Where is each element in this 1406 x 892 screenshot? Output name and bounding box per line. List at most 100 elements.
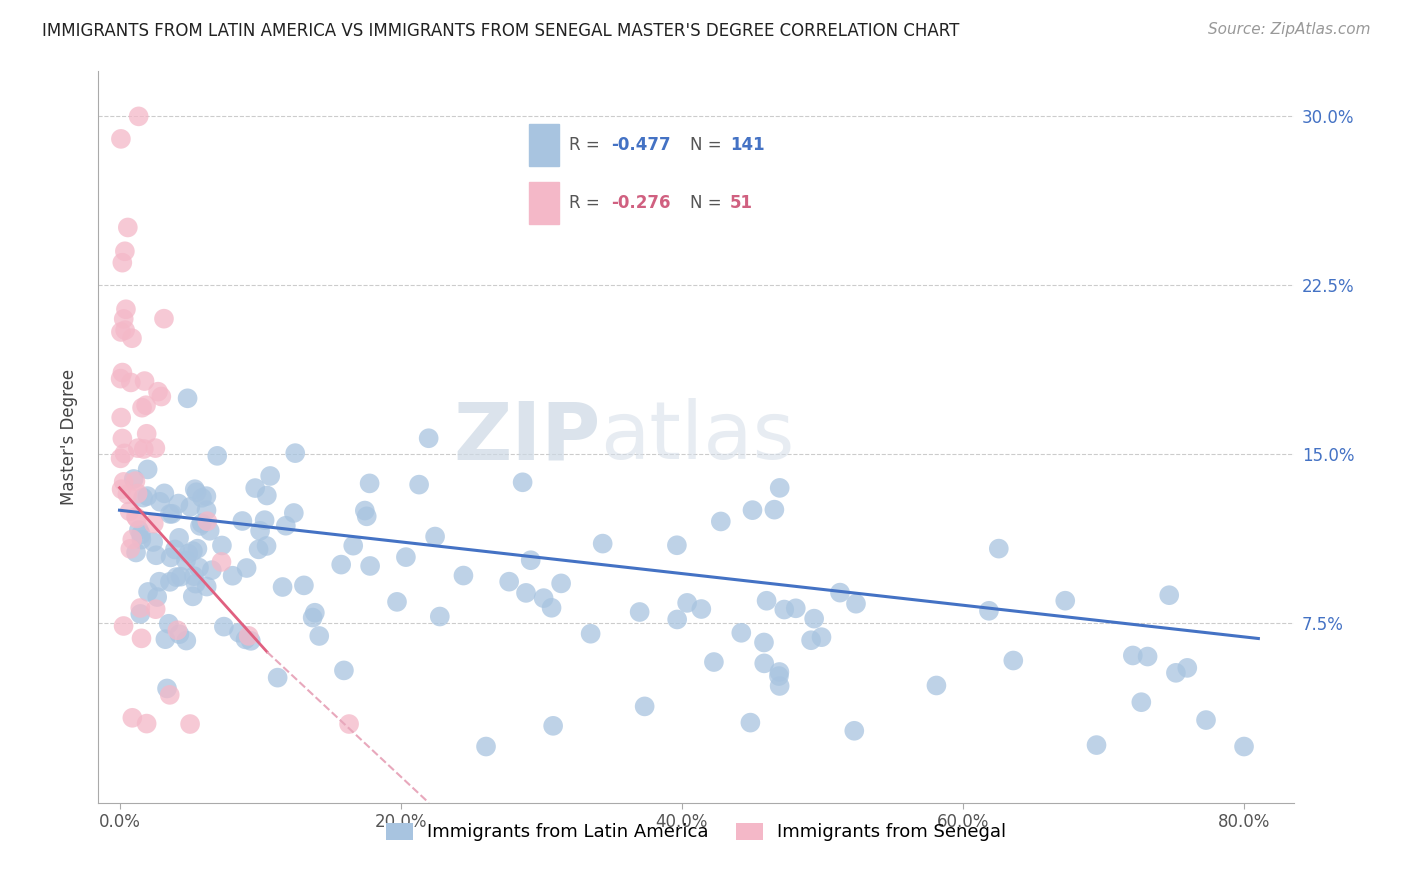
Point — [176, 392, 198, 406]
Point — [519, 553, 541, 567]
Point — [110, 325, 132, 339]
Point — [195, 580, 218, 594]
Point — [752, 635, 775, 649]
Point — [703, 655, 725, 669]
Point — [112, 312, 135, 326]
Point — [129, 607, 152, 621]
Point — [356, 509, 378, 524]
Point — [131, 401, 153, 415]
Point — [188, 519, 211, 533]
Point — [110, 371, 132, 385]
Point — [157, 616, 180, 631]
Point — [418, 431, 440, 445]
Point — [145, 548, 167, 562]
Point — [111, 255, 134, 269]
Point — [114, 446, 136, 460]
Point — [773, 602, 796, 616]
Point — [221, 568, 243, 582]
Point — [159, 507, 181, 521]
Point — [256, 539, 278, 553]
Point — [110, 132, 132, 146]
Point — [129, 601, 152, 615]
Point — [755, 593, 778, 607]
Point — [1002, 653, 1025, 667]
Point — [112, 475, 135, 489]
Point — [353, 503, 375, 517]
Point — [308, 629, 330, 643]
Point — [337, 717, 360, 731]
Point — [125, 509, 148, 524]
Point — [184, 576, 207, 591]
Point — [235, 632, 257, 647]
Point — [163, 542, 186, 557]
Point — [211, 555, 233, 569]
Point — [763, 502, 786, 516]
Point — [256, 488, 278, 502]
Point — [136, 462, 159, 476]
Point — [110, 482, 132, 496]
Point — [395, 550, 418, 565]
Point — [730, 625, 752, 640]
Point — [453, 568, 475, 582]
Point — [1130, 695, 1153, 709]
Point — [498, 574, 520, 589]
Point — [533, 591, 555, 606]
Point — [121, 711, 143, 725]
Point — [167, 497, 190, 511]
Point — [579, 626, 602, 640]
Point — [475, 739, 498, 754]
Point — [146, 384, 169, 399]
Point — [540, 600, 562, 615]
Point — [304, 606, 326, 620]
Point — [131, 533, 153, 547]
Point — [1136, 649, 1159, 664]
Point — [110, 451, 132, 466]
Point — [987, 541, 1010, 556]
Point — [274, 518, 297, 533]
Point — [271, 580, 294, 594]
Point — [231, 514, 253, 528]
Point — [359, 558, 381, 573]
Point — [195, 503, 218, 517]
Point — [125, 511, 148, 525]
Point — [330, 558, 353, 572]
Point — [112, 619, 135, 633]
Text: Source: ZipAtlas.com: Source: ZipAtlas.com — [1208, 22, 1371, 37]
Point — [145, 441, 167, 455]
Point — [845, 597, 868, 611]
Point — [177, 547, 200, 561]
Point — [127, 486, 149, 500]
Point — [129, 527, 152, 541]
Point — [131, 632, 153, 646]
Point — [666, 612, 689, 626]
Point — [179, 717, 201, 731]
Legend: Immigrants from Latin America, Immigrants from Senegal: Immigrants from Latin America, Immigrant… — [378, 815, 1014, 848]
Point — [342, 539, 364, 553]
Point — [769, 679, 792, 693]
Point — [181, 590, 204, 604]
Point — [117, 487, 139, 501]
Point — [191, 491, 214, 505]
Point — [169, 627, 191, 641]
Point — [156, 681, 179, 696]
Point — [1233, 739, 1256, 754]
Point — [186, 485, 208, 500]
Point — [142, 516, 165, 531]
Point — [170, 569, 193, 583]
Point — [333, 664, 356, 678]
Point — [179, 500, 201, 514]
Point — [768, 669, 790, 683]
Point — [235, 561, 257, 575]
Point — [628, 605, 651, 619]
Point — [128, 109, 150, 123]
Point — [266, 671, 288, 685]
Point — [135, 426, 157, 441]
Point — [238, 629, 260, 643]
Point — [111, 366, 134, 380]
Point — [592, 536, 614, 550]
Point — [769, 481, 792, 495]
Point — [247, 542, 270, 557]
Point — [149, 495, 172, 509]
Point — [292, 578, 315, 592]
Point — [184, 482, 207, 496]
